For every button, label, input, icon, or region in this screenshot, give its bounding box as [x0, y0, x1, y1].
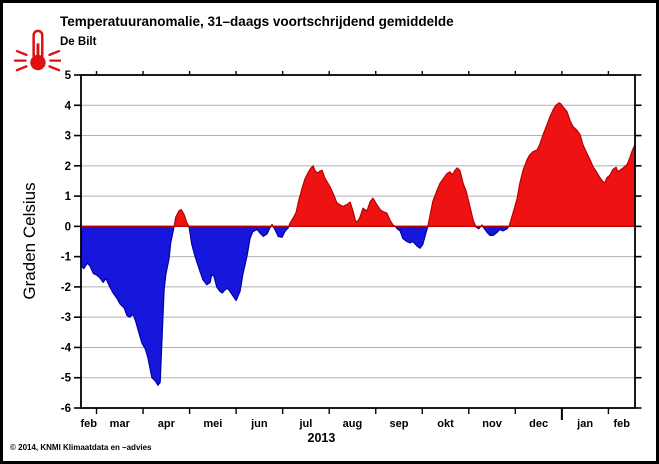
month-label: nov: [482, 418, 502, 430]
month-label: aug: [343, 418, 363, 430]
y-tick-label: -6: [61, 403, 71, 415]
y-tick-label: 4: [65, 100, 72, 112]
y-tick-label: 5: [65, 70, 72, 82]
plot-frame: [80, 74, 636, 409]
month-label: mei: [203, 418, 222, 430]
y-tick-label: 2: [65, 161, 71, 173]
month-label: sep: [390, 418, 409, 430]
month-label: jan: [576, 418, 593, 430]
copyright-notice: © 2014, KNMI Klimaatdata en –advies: [10, 443, 152, 452]
month-label: feb: [613, 418, 630, 430]
month-label: jul: [299, 418, 313, 430]
y-tick-label: -3: [61, 312, 71, 324]
negative-anomaly-area: [80, 225, 636, 386]
y-tick-label: 0: [65, 221, 71, 233]
month-label: mar: [110, 418, 131, 430]
y-tick-label: -5: [61, 373, 72, 385]
station-name: De Bilt: [60, 36, 97, 48]
y-tick-label: 3: [65, 131, 71, 143]
month-label: jun: [250, 418, 268, 430]
month-label: okt: [437, 418, 454, 430]
thermometer-icon: [13, 29, 61, 72]
month-label: dec: [529, 418, 548, 430]
y-tick-label: -2: [61, 282, 71, 294]
month-label: feb: [81, 418, 98, 430]
y-tick-label: -1: [61, 252, 72, 264]
year-label: 2013: [308, 431, 336, 445]
chart-title: Temperatuuranomalie, 31–daags voortschri…: [60, 14, 454, 29]
y-tick-label: 1: [65, 191, 72, 203]
month-label: apr: [158, 418, 176, 430]
y-tick-label: -4: [61, 342, 72, 354]
positive-anomaly-area: [80, 102, 636, 227]
